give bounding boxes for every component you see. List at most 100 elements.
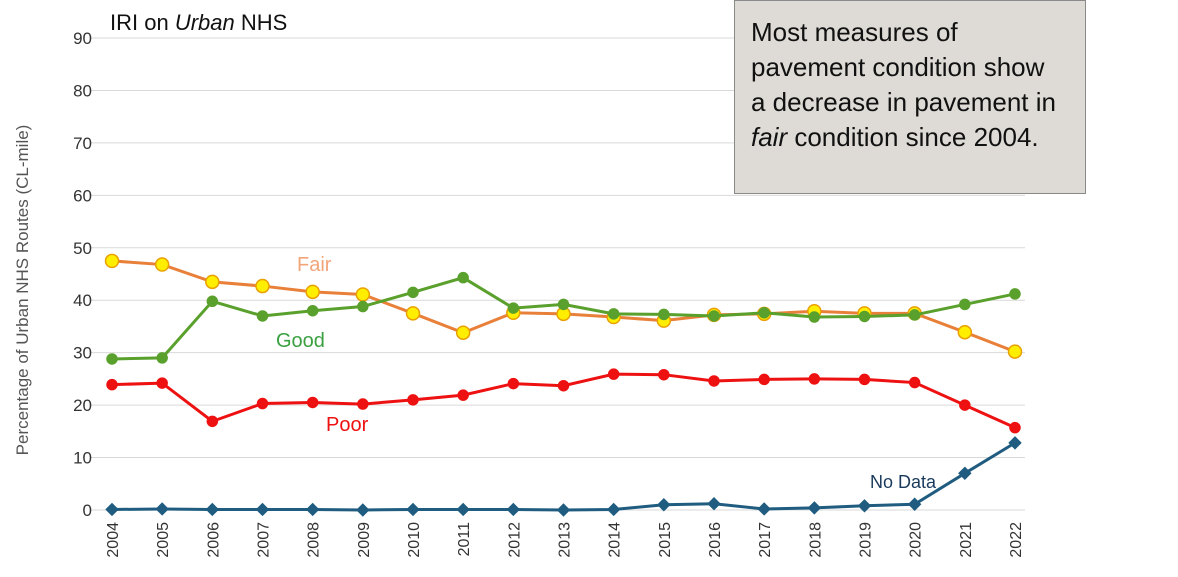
x-tick-label: 2015 — [657, 522, 674, 558]
y-tick-label: 20 — [73, 396, 92, 415]
marker — [405, 306, 421, 321]
marker — [707, 496, 721, 511]
marker — [957, 324, 973, 340]
marker — [607, 368, 620, 380]
marker — [104, 253, 120, 269]
annotation-text: Most measures of — [751, 17, 958, 47]
marker — [256, 397, 269, 410]
x-tick-label: 2010 — [406, 522, 423, 558]
marker — [306, 396, 319, 409]
y-tick-label: 80 — [73, 81, 92, 100]
x-tick-label: 2018 — [807, 522, 824, 558]
marker — [557, 298, 570, 311]
y-axis-label: Percentage of Urban NHS Routes (CL-mile) — [13, 125, 32, 456]
x-tick-label: 2009 — [356, 522, 373, 558]
marker — [658, 308, 670, 321]
marker — [457, 271, 469, 284]
marker — [255, 502, 270, 517]
annotation-text: pavement condition show — [751, 52, 1045, 82]
marker — [407, 286, 419, 299]
x-tick-label: 2004 — [105, 522, 122, 558]
y-tick-label: 50 — [73, 239, 92, 258]
annotation-box: Most measures of pavement condition show a… — [734, 0, 1086, 194]
marker — [1009, 288, 1021, 300]
x-tick-label: 2011 — [456, 522, 473, 557]
marker — [456, 502, 470, 517]
chart-title: IRI on Urban NHS — [110, 10, 287, 35]
marker — [507, 302, 520, 314]
marker — [306, 304, 319, 317]
marker — [506, 502, 521, 517]
marker — [455, 325, 471, 340]
marker — [907, 497, 922, 511]
marker — [757, 502, 771, 516]
x-tick-label: 2017 — [757, 522, 774, 558]
series-label: Poor — [326, 414, 369, 436]
marker — [858, 310, 871, 323]
marker — [908, 309, 921, 321]
x-tick-label: 2006 — [205, 522, 222, 558]
title-part: Urban — [175, 10, 235, 35]
marker — [155, 502, 169, 516]
y-tick-label: 0 — [83, 501, 92, 520]
marker — [407, 394, 419, 406]
marker — [858, 373, 871, 386]
x-tick-label: 2012 — [506, 522, 523, 558]
series-label: Fair — [297, 254, 332, 276]
annotation-line: a decrease in pavement in — [751, 85, 1085, 120]
x-tick-label: 2014 — [607, 522, 624, 558]
marker — [556, 503, 571, 517]
annotation-text: condition since 2004. — [787, 122, 1039, 152]
x-tick-label: 2016 — [707, 522, 724, 558]
marker — [958, 466, 972, 480]
title-part: IRI on — [110, 10, 175, 35]
marker — [657, 498, 671, 512]
marker — [457, 389, 469, 401]
marker — [959, 298, 971, 311]
marker — [105, 502, 119, 517]
marker — [807, 501, 822, 515]
annotation-line: Most measures of — [751, 15, 1085, 50]
marker — [1009, 421, 1021, 434]
marker — [607, 308, 620, 320]
marker — [206, 415, 219, 428]
marker — [758, 307, 770, 319]
marker — [708, 375, 720, 387]
marker — [357, 398, 369, 410]
series-label: No Data — [870, 472, 937, 492]
marker — [205, 274, 220, 290]
annotation-line: fair condition since 2004. — [751, 120, 1085, 155]
marker — [255, 278, 270, 294]
marker — [808, 373, 821, 385]
annotation-text: a decrease in pavement in — [751, 87, 1056, 117]
annotation-line: pavement condition show — [751, 50, 1085, 85]
marker — [1008, 436, 1022, 450]
marker — [507, 377, 520, 390]
marker — [106, 378, 118, 391]
marker — [356, 503, 370, 517]
marker — [658, 368, 670, 381]
x-tick-label: 2008 — [306, 522, 323, 558]
marker — [857, 499, 872, 513]
y-tick-label: 10 — [73, 449, 92, 468]
marker — [305, 502, 320, 517]
x-tick-label: 2005 — [155, 522, 172, 558]
marker — [355, 287, 371, 302]
marker — [205, 502, 220, 517]
marker — [154, 257, 170, 272]
y-tick-label: 60 — [73, 186, 92, 205]
marker — [708, 310, 720, 322]
y-tick-label: 90 — [73, 29, 92, 48]
y-tick-label: 70 — [73, 134, 92, 153]
x-tick-label: 2020 — [908, 522, 925, 558]
marker — [959, 399, 971, 411]
y-tick-label: 30 — [73, 344, 92, 363]
x-tick-label: 2021 — [958, 522, 975, 558]
series-label: Good — [276, 330, 325, 352]
x-tick-label: 2007 — [256, 522, 273, 558]
x-tick-label: 2019 — [858, 522, 875, 558]
marker — [758, 373, 770, 386]
marker — [305, 284, 320, 300]
